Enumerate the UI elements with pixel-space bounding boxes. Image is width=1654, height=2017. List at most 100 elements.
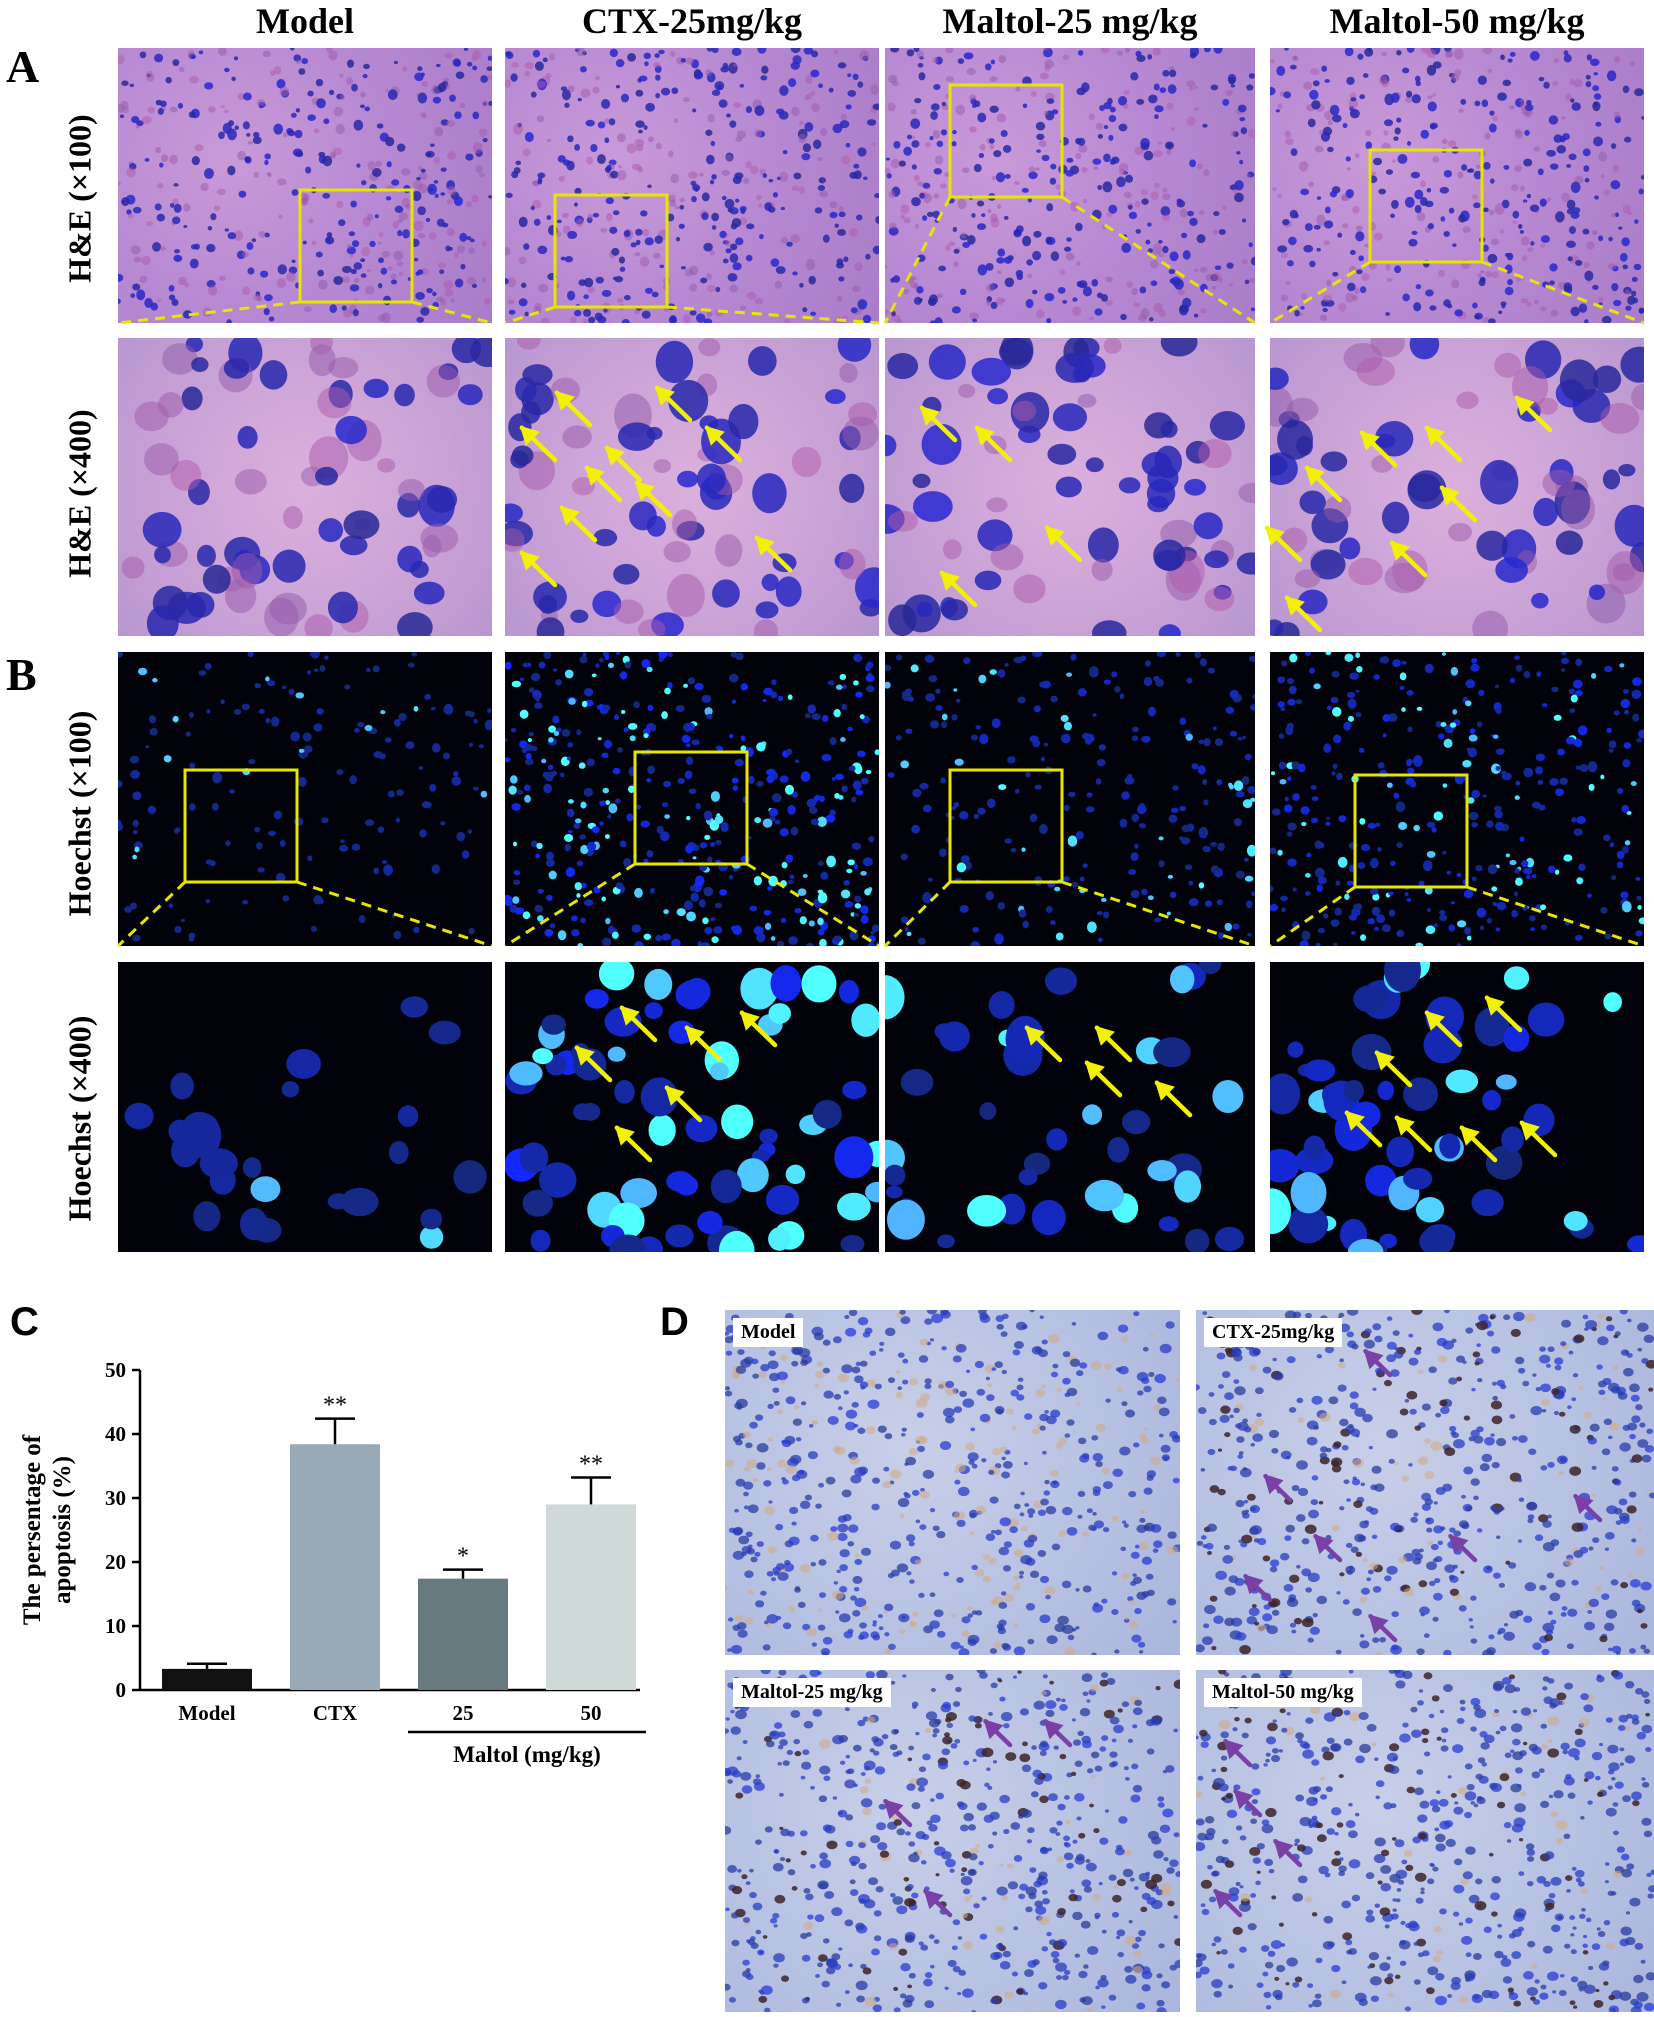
arrow-marker (754, 535, 793, 573)
zoom-connectors (116, 83, 1645, 1163)
micrograph-texture (505, 338, 879, 636)
zoom-region-box (633, 750, 749, 866)
micrograph-texture (118, 652, 492, 942)
micrograph-texture (885, 652, 1255, 946)
arrow-marker (1424, 425, 1463, 463)
apoptosis-bar-chart: 0 10 20 30 40 50 The persentage of apoptosis (%… (0, 1320, 660, 1780)
zoom-connector-line (296, 880, 493, 948)
zoom-connector-line (1061, 195, 1256, 325)
arrow-marker (1439, 485, 1478, 523)
significance-label: * (457, 1544, 469, 1570)
zoom-connector-line (504, 862, 636, 948)
zoom-region-box (298, 188, 414, 304)
hoe100-micrograph-model (118, 652, 492, 946)
arrow-marker (634, 480, 673, 518)
zoom-region-box (948, 768, 1064, 884)
micrograph-texture (885, 338, 1255, 636)
arrow-marker (1154, 1080, 1193, 1118)
arrow-marker (1359, 430, 1398, 468)
he100-micrograph-ctx (505, 48, 879, 323)
arrow-marker (974, 425, 1013, 463)
bar-50 (546, 1504, 636, 1690)
bar-25 (418, 1578, 508, 1690)
zoom-connector-line (666, 305, 880, 325)
hoe100-micrograph-ctx (505, 652, 879, 946)
zoom-connector-line (504, 305, 556, 325)
ihc-tile-label: Model (733, 1318, 804, 1347)
arrow-marker (604, 445, 643, 483)
arrow-marker (1514, 395, 1553, 433)
arrow-marker (1389, 540, 1428, 578)
arrow-marker (1094, 1025, 1133, 1063)
micrograph-texture (121, 338, 492, 636)
micrograph-texture (124, 996, 487, 1249)
micrograph-texture (1270, 48, 1644, 323)
arrow-marker (1284, 595, 1323, 633)
zoom-connector-line (117, 300, 301, 325)
arrow-marker (1374, 1050, 1413, 1088)
arrow-marker (654, 385, 693, 423)
hoe400-micrograph-model (118, 962, 492, 1252)
zoom-connector-line (746, 862, 880, 948)
ihc-tile-label: CTX-25mg/kg (1204, 1318, 1343, 1347)
he400-micrograph-maltol-50 (1270, 338, 1644, 636)
x-tick-label: Model (178, 1701, 235, 1725)
panel-letter-b: B (6, 649, 37, 700)
zoom-connector-line (1269, 260, 1371, 325)
column-header-ctx: CTX-25mg/kg (581, 1, 802, 41)
zoom-connector-line (883, 196, 952, 324)
arrow-marker (1084, 1060, 1123, 1098)
arrow-marker (1044, 525, 1083, 563)
significance-label: ** (323, 1393, 347, 1419)
y-tick-label: 40 (105, 1422, 126, 1446)
y-tick-label: 30 (105, 1486, 126, 1510)
arrow-marker (619, 1005, 658, 1043)
he400-micrograph-ctx (505, 338, 879, 636)
micrograph-texture (885, 48, 1255, 323)
micrograph-texture (885, 962, 1245, 1252)
x-tick-label: 50 (581, 1701, 602, 1725)
arrow-marker (554, 390, 593, 428)
ihc-tile-label: Maltol-25 mg/kg (733, 1678, 891, 1707)
x-tick-label: CTX (313, 1701, 357, 1725)
arrow-marker (1304, 465, 1343, 503)
hoe400-micrograph-maltol-50 (1270, 962, 1644, 1252)
zoom-connector-line (411, 300, 493, 325)
arrow-marker (584, 465, 623, 503)
panel-letter-d: D (660, 1300, 689, 1344)
hoe400-micrograph-maltol-25 (885, 962, 1255, 1252)
chart-svg: 0 10 20 30 40 50 The persentage of apoptosis (%… (19, 1358, 646, 1767)
arrow-marker (1344, 1110, 1383, 1148)
y-tick-label: 50 (105, 1358, 126, 1382)
he100-micrograph-model (118, 48, 492, 323)
ihc-tile-ctx: CTX-25mg/kg (1196, 1310, 1654, 1655)
hoe100-micrograph-maltol-50 (1270, 652, 1644, 946)
arrow-marker (684, 1025, 723, 1063)
zoom-connector-line (883, 880, 952, 948)
y-tick-label: 20 (105, 1550, 126, 1574)
significance-label: ** (579, 1452, 603, 1478)
zoom-region-box (553, 193, 669, 309)
panel-letter-a: A (6, 41, 40, 92)
he100-micrograph-maltol-25 (885, 48, 1255, 323)
micrograph-texture (1270, 338, 1644, 636)
ihc-tile-model: Model (725, 1310, 1180, 1655)
panel-letter-c: C (10, 1300, 39, 1344)
arrow-marker (519, 425, 558, 463)
y-axis-label: The persentage of apoptosis (%) (19, 1434, 76, 1625)
column-header-maltol-25: Maltol-25 mg/kg (942, 1, 1198, 41)
arrow-marker (939, 570, 978, 608)
arrow-marker (1519, 1120, 1558, 1158)
hoe100-micrograph-maltol-25 (885, 652, 1255, 946)
zoom-connector-line (1466, 885, 1645, 948)
ihc-tile-maltol-50: Maltol-50 mg/kg (1196, 1670, 1654, 2012)
micrograph-texture (505, 652, 879, 946)
zoom-connector-line (1269, 885, 1356, 948)
column-header-model: Model (256, 1, 354, 41)
arrow-marker (1264, 525, 1303, 563)
micrograph-texture (1270, 652, 1644, 946)
zoom-connector-line (1481, 260, 1645, 325)
arrow-marker (1424, 1010, 1463, 1048)
y-tick-label: 0 (116, 1678, 127, 1702)
arrow-marker (739, 1010, 778, 1048)
